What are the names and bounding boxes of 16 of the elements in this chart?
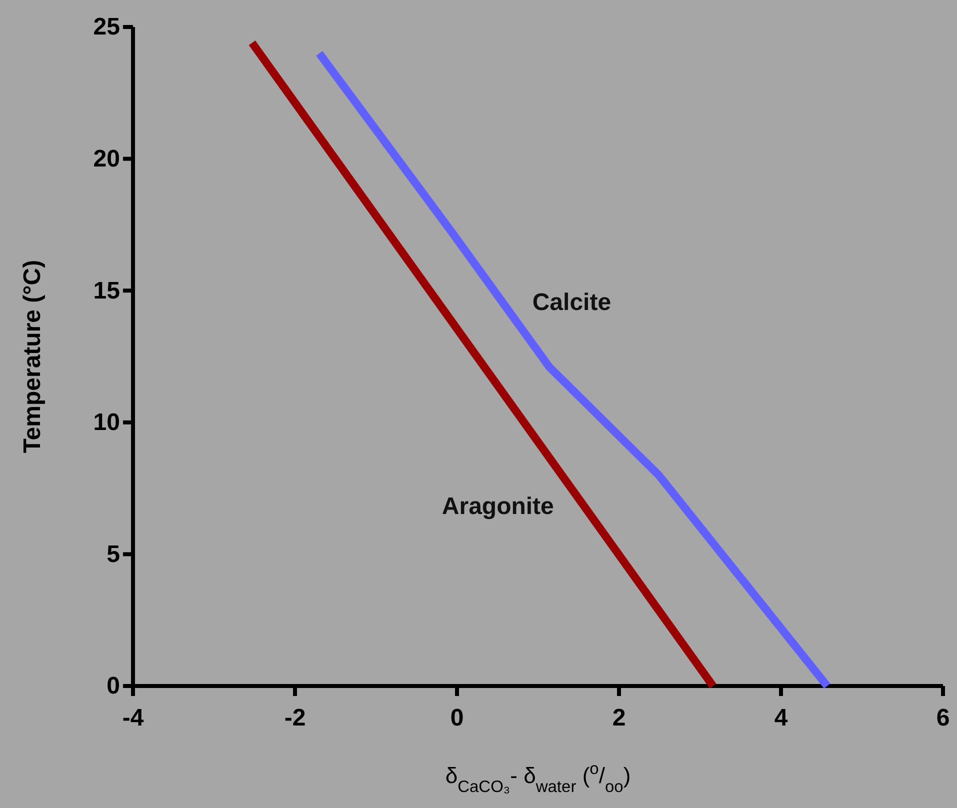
- x-tick-label: 0: [450, 704, 464, 732]
- y-tick-label: 15: [93, 277, 120, 304]
- y-axis-title: Temperature (°C): [19, 260, 46, 454]
- y-tick-label: 10: [93, 409, 120, 436]
- x-tick-label: 2: [612, 704, 626, 732]
- text: δ$_{CaCO₃}$- δ$_{water}$ ($^{o}$/$_{oo}$): [445, 760, 631, 796]
- series-label: Calcite: [532, 289, 612, 316]
- y-tick-label: 0: [106, 672, 120, 700]
- x-tick-label: -4: [122, 704, 144, 732]
- y-tick-label: 5: [106, 540, 120, 568]
- y-tick-label: 25: [93, 14, 120, 41]
- x-tick-label: -2: [284, 704, 306, 732]
- x-tick-label: 6: [936, 704, 950, 732]
- y-tick-label: 20: [93, 145, 120, 172]
- series-label: Aragonite: [442, 492, 554, 520]
- x-tick-label: 4: [774, 704, 788, 732]
